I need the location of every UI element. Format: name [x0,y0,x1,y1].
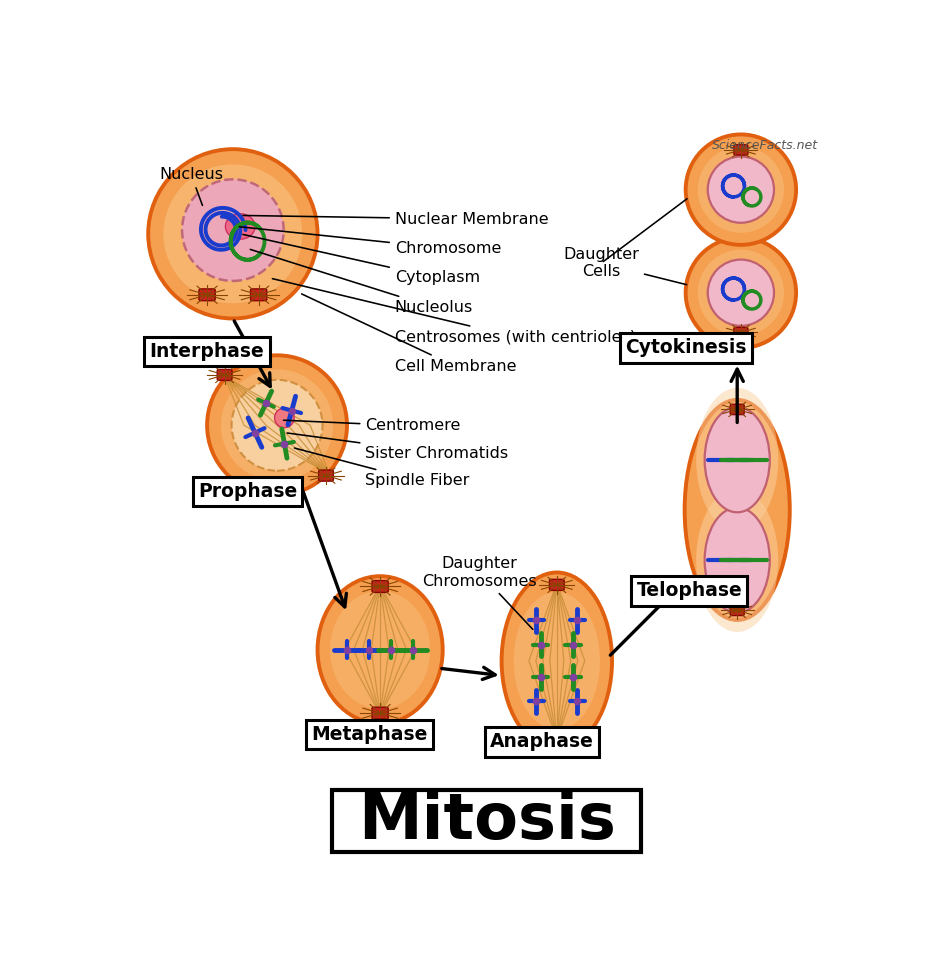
FancyBboxPatch shape [731,404,744,414]
FancyBboxPatch shape [734,145,748,156]
Ellipse shape [686,134,796,244]
Ellipse shape [698,249,784,336]
Text: Cytokinesis: Cytokinesis [625,338,747,357]
Text: Chromosome: Chromosome [239,227,502,256]
Ellipse shape [163,164,302,303]
FancyBboxPatch shape [372,707,389,719]
Text: Mitosis: Mitosis [358,789,616,852]
FancyBboxPatch shape [199,289,216,300]
Text: Cell Membrane: Cell Membrane [302,294,517,374]
Text: Nuclear Membrane: Nuclear Membrane [243,212,548,227]
Text: Sister Chromatids: Sister Chromatids [287,433,508,461]
Ellipse shape [685,400,789,620]
FancyBboxPatch shape [549,580,564,590]
Ellipse shape [225,213,255,240]
Ellipse shape [182,180,284,281]
Text: Metaphase: Metaphase [311,724,428,744]
Ellipse shape [148,149,317,319]
Text: Anaphase: Anaphase [490,732,594,752]
Text: Spindle Fiber: Spindle Fiber [294,448,469,488]
Text: Nucleolus: Nucleolus [250,249,473,315]
Ellipse shape [502,573,612,750]
FancyBboxPatch shape [318,470,333,481]
FancyBboxPatch shape [218,369,232,381]
FancyBboxPatch shape [549,731,564,742]
Ellipse shape [232,380,322,470]
Ellipse shape [696,489,778,632]
Text: Interphase: Interphase [150,342,264,361]
FancyBboxPatch shape [251,289,267,300]
Ellipse shape [330,591,430,709]
FancyBboxPatch shape [372,581,389,592]
Ellipse shape [207,355,347,496]
Text: Cytoplasm: Cytoplasm [243,235,480,286]
FancyBboxPatch shape [734,327,748,338]
Ellipse shape [275,408,294,428]
Ellipse shape [708,156,774,223]
Ellipse shape [705,407,770,512]
Ellipse shape [317,576,443,724]
FancyBboxPatch shape [731,606,744,615]
Text: Centromere: Centromere [283,418,461,434]
Ellipse shape [708,260,774,326]
Ellipse shape [698,147,784,233]
FancyBboxPatch shape [332,789,641,852]
Ellipse shape [705,507,770,612]
Text: Centrosomes (with centrioles): Centrosomes (with centrioles) [273,278,636,345]
Text: Prophase: Prophase [198,482,297,501]
Ellipse shape [221,369,333,481]
Text: Daughter
Chromosomes: Daughter Chromosomes [422,556,537,630]
Text: Telophase: Telophase [636,582,742,601]
Text: ScienceFacts.net: ScienceFacts.net [712,139,818,152]
Text: Nucleus: Nucleus [160,167,223,206]
Ellipse shape [696,388,778,531]
Text: Daughter
Cells: Daughter Cells [563,247,687,285]
Ellipse shape [514,592,599,729]
Ellipse shape [686,238,796,348]
